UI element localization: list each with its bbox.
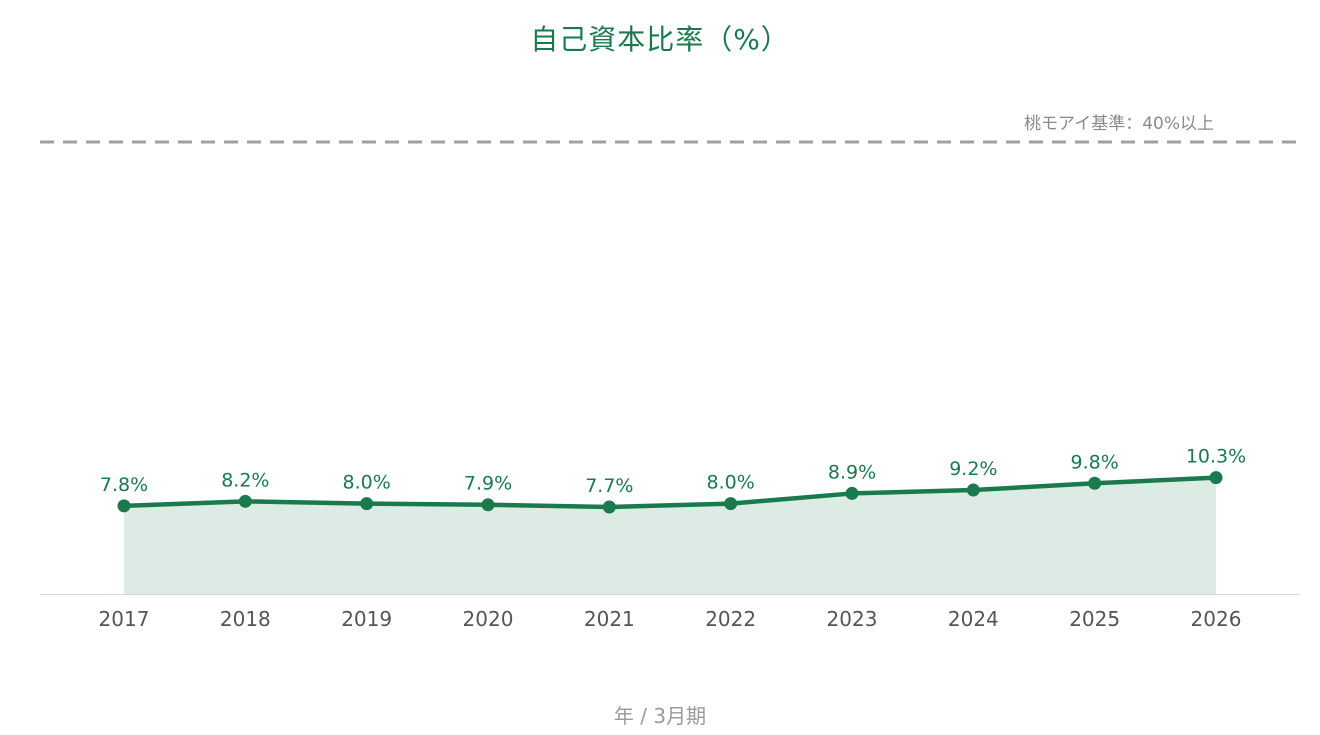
data-point	[1088, 476, 1102, 490]
data-label: 8.0%	[343, 472, 391, 494]
data-point	[360, 497, 374, 511]
reference-line-label: 桃モアイ基準：40%以上	[1024, 114, 1214, 134]
chart-title: 自己資本比率（%）	[530, 23, 790, 56]
data-point	[724, 497, 738, 511]
series-area	[124, 477, 1216, 594]
data-point	[845, 486, 859, 500]
x-tick-label: 2023	[827, 607, 878, 631]
data-point	[481, 498, 495, 512]
data-point	[602, 500, 616, 514]
x-tick-label: 2021	[584, 607, 635, 631]
x-tick-label: 2018	[220, 607, 271, 631]
data-label: 7.7%	[585, 475, 633, 497]
data-label: 8.2%	[221, 469, 269, 491]
data-label: 8.9%	[828, 461, 876, 483]
data-label: 10.3%	[1186, 446, 1246, 468]
data-label: 8.0%	[707, 472, 755, 494]
x-tick-label: 2024	[948, 607, 999, 631]
data-label: 7.8%	[100, 474, 148, 496]
data-point	[1209, 471, 1223, 485]
x-tick-label: 2020	[463, 607, 514, 631]
data-point	[238, 494, 252, 508]
x-tick-label: 2019	[341, 607, 392, 631]
data-label: 9.2%	[949, 458, 997, 480]
x-tick-label: 2025	[1069, 607, 1120, 631]
x-tick-label: 2017	[99, 607, 150, 631]
x-axis-title: 年 / 3月期	[613, 704, 707, 728]
x-tick-label: 2026	[1191, 607, 1242, 631]
x-tick-label: 2022	[705, 607, 756, 631]
data-label: 9.8%	[1071, 451, 1119, 473]
data-point	[966, 483, 980, 497]
series-line	[121, 475, 1219, 510]
data-point	[117, 499, 131, 513]
data-label: 7.9%	[464, 473, 512, 495]
